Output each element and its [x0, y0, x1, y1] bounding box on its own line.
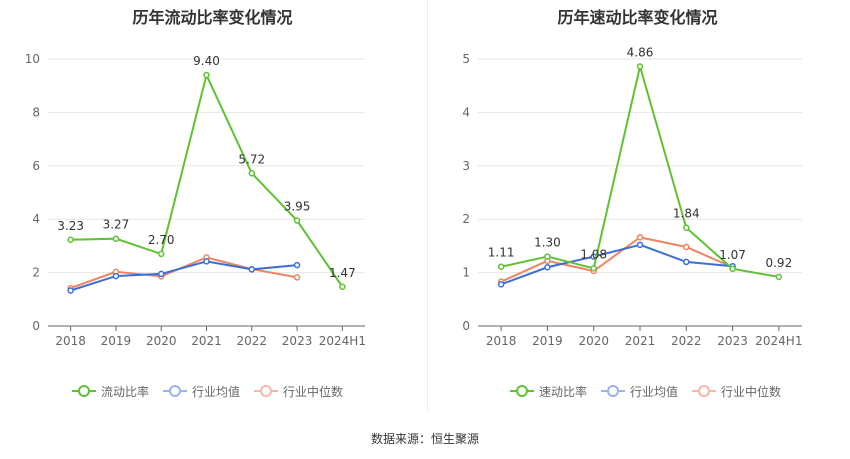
legend-item-industry-mean[interactable]: 行业均值 — [163, 383, 240, 400]
legend-item-industry-median[interactable]: 行业中位数 — [692, 383, 781, 400]
y-tick-label: 6 — [32, 159, 40, 173]
legend-label: 行业均值 — [630, 384, 679, 399]
y-tick-label: 3 — [462, 159, 470, 173]
data-point — [775, 273, 783, 281]
y-tick-label: 2 — [462, 212, 470, 226]
data-point — [683, 258, 690, 266]
chart-title-current-ratio: 历年流动比率变化情况 — [132, 8, 293, 27]
y-tick-label: 0 — [32, 319, 40, 333]
series-line-industry-mean — [70, 260, 298, 292]
data-point — [636, 63, 644, 70]
data-point — [293, 274, 301, 281]
y-tick-label: 1 — [462, 266, 470, 280]
data-label: 1.07 — [719, 248, 746, 262]
legend-label: 行业中位数 — [283, 384, 344, 399]
x-tick-label: 2023 — [717, 334, 748, 348]
data-point — [248, 266, 256, 273]
x-tick-label: 2018 — [486, 334, 517, 348]
legend-swatch-icon — [692, 384, 717, 398]
data-point — [67, 236, 74, 244]
legend-label: 速动比率 — [539, 384, 588, 399]
x-tick-label: 2019 — [532, 334, 563, 348]
data-label: 1.08 — [580, 247, 607, 261]
chart-title-quick-ratio: 历年速动比率变化情况 — [557, 8, 718, 27]
legend-label: 行业中位数 — [721, 384, 782, 399]
x-tick-label: 2022 — [237, 334, 268, 348]
data-label: 4.86 — [627, 45, 654, 59]
legend-item-quick-ratio[interactable]: 速动比率 — [510, 383, 587, 400]
y-tick-label: 8 — [32, 105, 40, 119]
data-point — [203, 71, 210, 79]
data-point — [157, 250, 165, 258]
x-tick-label: 2018 — [55, 334, 86, 348]
x-tick-label: 2023 — [282, 334, 313, 348]
y-tick-label: 10 — [25, 52, 40, 66]
x-tick-label: 2024H1 — [319, 334, 366, 348]
legend-swatch-icon — [72, 384, 96, 398]
data-point — [729, 265, 736, 273]
data-point — [203, 258, 210, 265]
y-tick-label: 4 — [462, 105, 470, 119]
data-label: 9.40 — [193, 54, 220, 68]
y-tick-label: 2 — [32, 266, 40, 280]
legend-left: 流动比率 行业均值 行业中位数 — [72, 382, 357, 400]
data-label: 3.27 — [103, 218, 130, 232]
y-tick-label: 5 — [462, 52, 470, 66]
legend-swatch-icon — [510, 384, 534, 398]
series-line-industry-median — [500, 236, 733, 283]
data-source-footer: 数据来源：恒生聚源 — [370, 432, 479, 446]
x-tick-label: 2019 — [101, 334, 132, 348]
data-point — [636, 241, 644, 249]
data-label: 3.23 — [57, 219, 84, 233]
x-tick-label: 2024H1 — [755, 334, 802, 348]
series-line-industry-mean — [500, 243, 733, 286]
data-point — [293, 261, 301, 269]
data-label: 2.70 — [148, 233, 175, 247]
data-point — [683, 243, 690, 251]
y-tick-label: 0 — [462, 319, 470, 333]
data-label: 1.84 — [673, 207, 700, 221]
data-label: 1.11 — [488, 246, 515, 260]
data-point — [157, 270, 165, 278]
legend-swatch-icon — [601, 384, 626, 398]
legend-right: 速动比率 行业均值 行业中位数 — [510, 382, 795, 400]
data-point — [544, 253, 551, 260]
x-tick-label: 2020 — [578, 334, 609, 348]
data-point — [683, 224, 690, 231]
data-point — [544, 264, 551, 271]
x-tick-label: 2022 — [671, 334, 702, 348]
data-label: 0.92 — [765, 256, 792, 270]
data-label: 5.72 — [238, 152, 265, 166]
data-label: 1.30 — [534, 236, 561, 250]
legend-swatch-icon — [163, 384, 188, 398]
x-tick-label: 2021 — [191, 334, 222, 348]
data-point — [497, 281, 505, 288]
x-tick-label: 2021 — [625, 334, 656, 348]
data-point — [590, 265, 597, 272]
x-tick-label: 2020 — [146, 334, 177, 348]
data-point — [636, 234, 644, 241]
data-label: 3.95 — [284, 200, 311, 214]
data-point — [67, 287, 74, 294]
y-tick-label: 4 — [32, 212, 40, 226]
legend-item-current-ratio[interactable]: 流动比率 — [72, 383, 149, 400]
legend-item-industry-median[interactable]: 行业中位数 — [254, 383, 343, 400]
data-point — [293, 217, 301, 224]
legend-item-industry-mean[interactable]: 行业均值 — [601, 383, 678, 400]
data-label: 1.47 — [329, 266, 356, 280]
legend-label: 行业均值 — [192, 384, 241, 399]
legend-label: 流动比率 — [101, 384, 150, 399]
data-point — [497, 263, 505, 270]
data-point — [112, 272, 120, 280]
data-point — [248, 170, 256, 177]
data-point — [112, 235, 120, 242]
legend-swatch-icon — [254, 384, 279, 398]
panel-divider — [427, 0, 428, 410]
data-point — [339, 283, 346, 291]
